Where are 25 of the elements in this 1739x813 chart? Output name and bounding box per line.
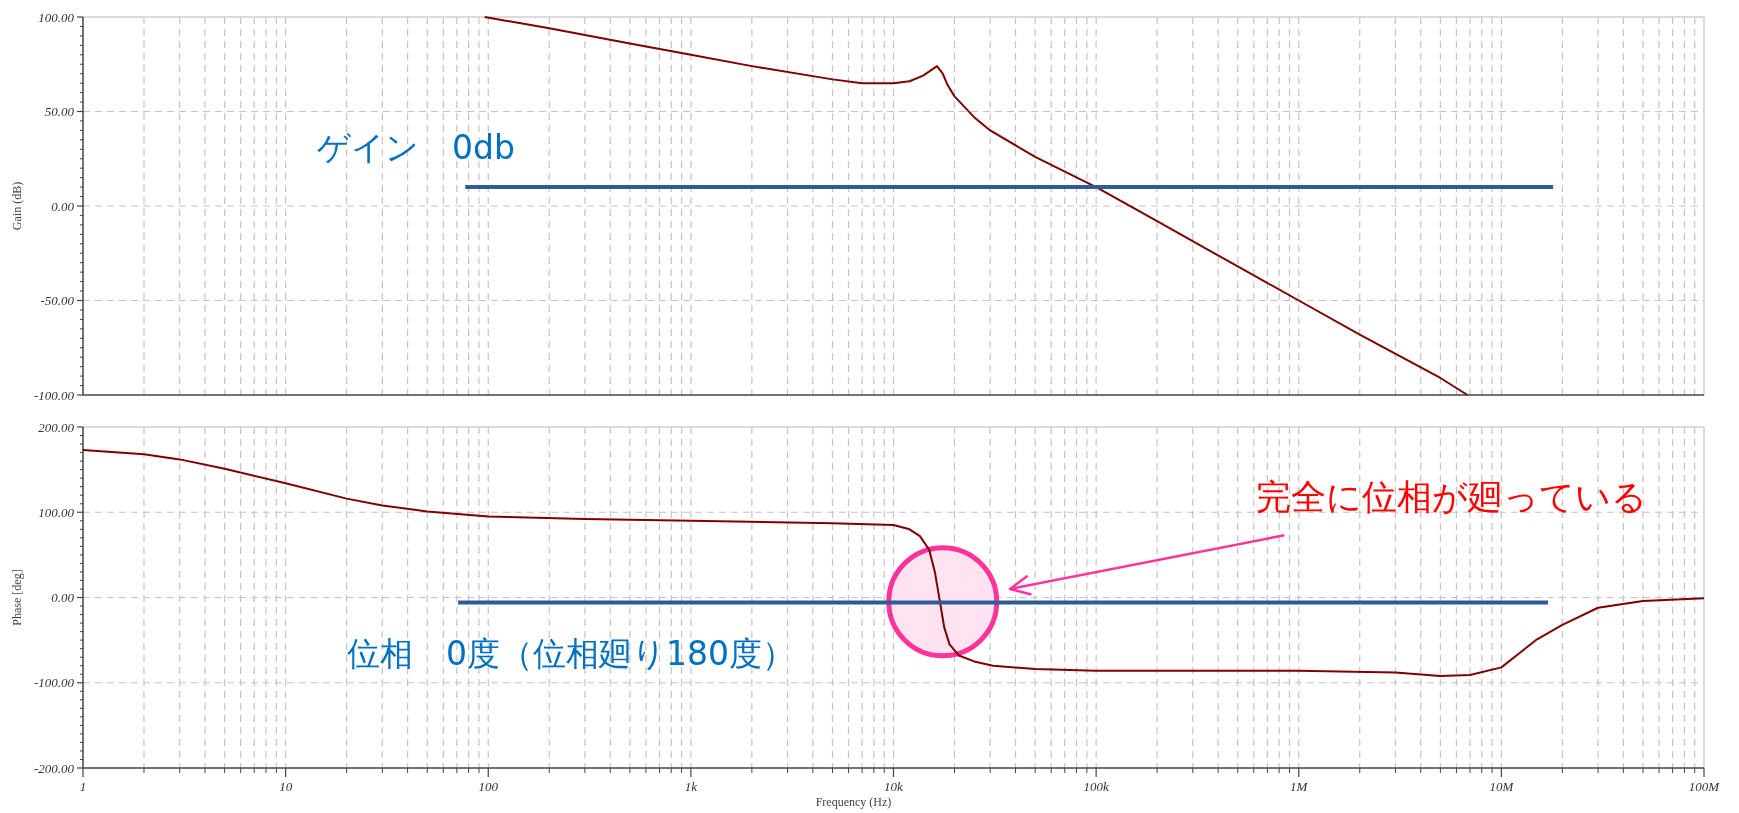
y-tick-label: -100.00 — [33, 387, 75, 403]
x-tick-label: 10 — [279, 779, 293, 794]
y-axis-title: Phase [deg] — [10, 569, 24, 626]
x-tick-label: 10M — [1489, 779, 1515, 794]
annotation: 位相 0度（位相廻り180度） — [347, 633, 795, 673]
y-tick-label: 0.00 — [51, 198, 75, 214]
y-tick-label: -50.00 — [40, 293, 75, 308]
annotation: ゲイン 0db — [317, 127, 515, 167]
y-tick-label: 200.00 — [38, 419, 75, 435]
x-tick-label: 1M — [1290, 779, 1309, 794]
x-axis-title: Frequency (Hz) — [815, 795, 892, 809]
y-axis-title: Gain (dB) — [10, 181, 24, 231]
y-tick-label: 100.00 — [38, 504, 75, 520]
x-tick-label: 10k — [884, 779, 904, 794]
y-tick-label: -200.00 — [33, 760, 75, 776]
x-tick-label: 100M — [1688, 779, 1721, 794]
x-tick-label: 1k — [684, 779, 698, 794]
x-tick-label: 100k — [1083, 779, 1109, 794]
annotation: 完全に位相が廻っている — [1256, 477, 1647, 517]
y-tick-label: 50.00 — [44, 104, 75, 119]
x-tick-label: 1 — [79, 779, 87, 794]
y-tick-label: 0.00 — [51, 590, 75, 605]
x-tick-label: 100 — [478, 779, 499, 794]
y-tick-label: -100.00 — [33, 675, 75, 691]
y-tick-label: 100.00 — [38, 9, 75, 25]
